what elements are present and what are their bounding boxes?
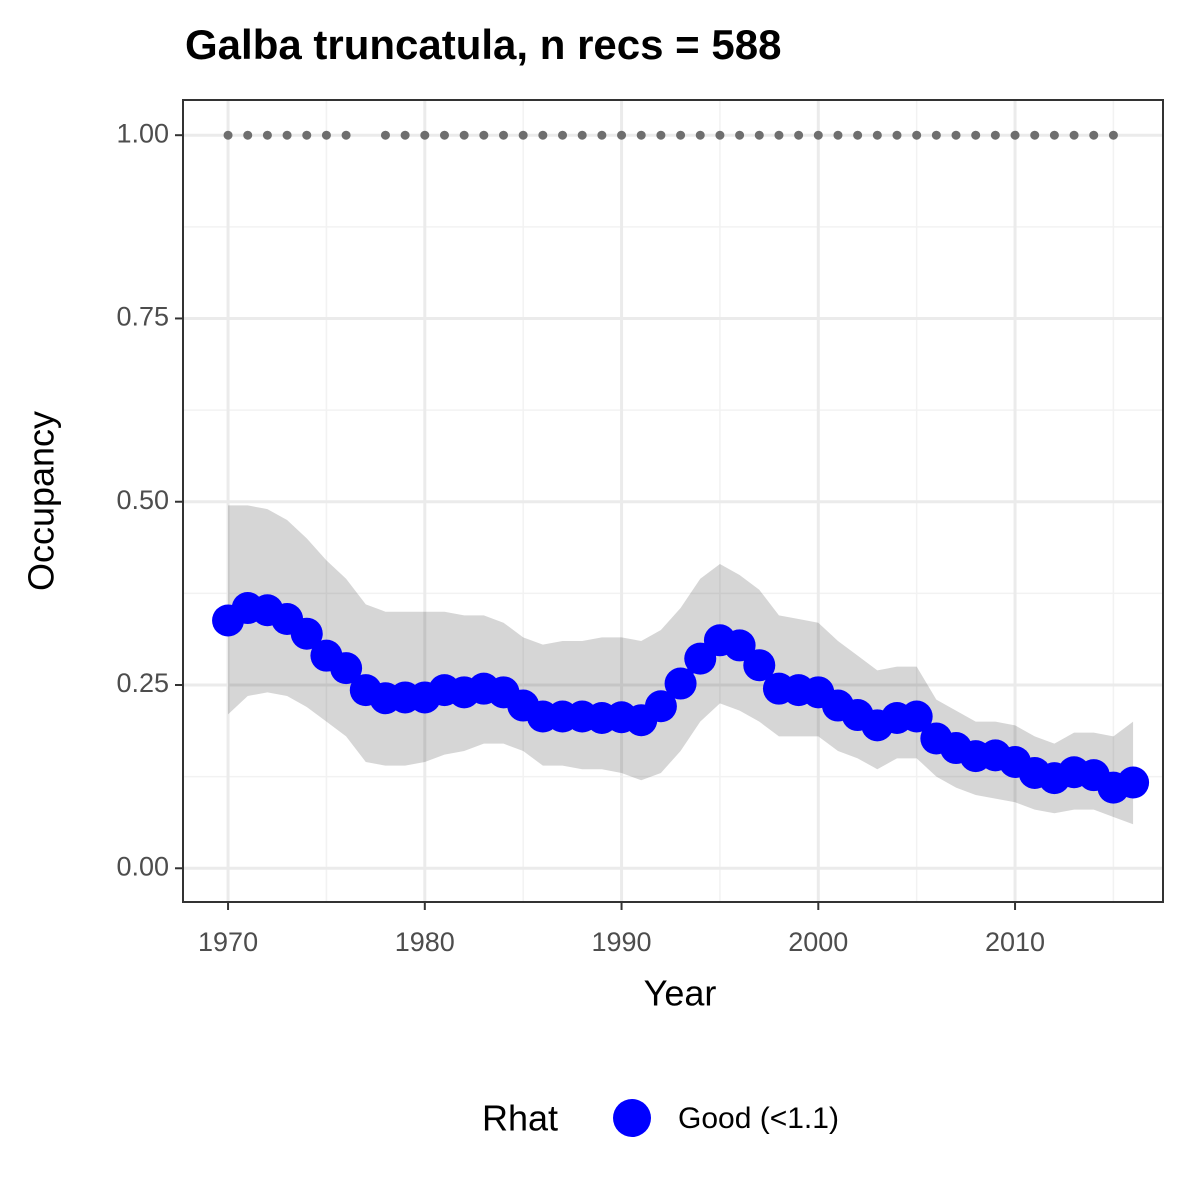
point xyxy=(1117,766,1150,799)
detection-point xyxy=(321,130,331,140)
legend-swatch xyxy=(613,1099,651,1137)
detection-point xyxy=(1069,130,1079,140)
detection-point xyxy=(479,130,489,140)
point xyxy=(664,667,697,700)
detection-point xyxy=(400,130,410,140)
detection-point xyxy=(872,130,882,140)
detection-point xyxy=(262,130,272,140)
detection-point xyxy=(912,130,922,140)
detection-point xyxy=(518,130,528,140)
y-tick-label: 0.25 xyxy=(116,668,169,698)
detection-point xyxy=(380,130,390,140)
panel-border xyxy=(182,99,1164,903)
x-tick-label: 1980 xyxy=(395,927,455,957)
point xyxy=(743,649,776,682)
detection-point xyxy=(420,130,430,140)
detection-point xyxy=(617,130,627,140)
detection-point xyxy=(695,130,705,140)
detection-point xyxy=(1108,130,1118,140)
detection-point xyxy=(853,130,863,140)
detection-point xyxy=(302,130,312,140)
detection-point xyxy=(282,130,292,140)
detection-point xyxy=(636,130,646,140)
point xyxy=(330,652,363,685)
detection-point xyxy=(951,130,961,140)
detection-point xyxy=(538,130,548,140)
point xyxy=(290,617,323,650)
detection-point xyxy=(931,130,941,140)
point xyxy=(900,700,933,733)
detection-point xyxy=(715,130,725,140)
legend-label: Good (<1.1) xyxy=(678,1102,839,1135)
chart-title: Galba truncatula, n recs = 588 xyxy=(185,21,781,68)
detection-point xyxy=(813,130,823,140)
detection-point xyxy=(499,130,509,140)
detection-point xyxy=(774,130,784,140)
y-tick-label: 0.50 xyxy=(116,485,169,515)
credible-interval xyxy=(228,505,1134,825)
detection-point xyxy=(439,130,449,140)
legend-title: Rhat xyxy=(482,1098,558,1139)
x-tick-label: 2000 xyxy=(788,927,848,957)
point xyxy=(644,690,677,723)
x-axis-title: Year xyxy=(644,973,717,1014)
detection-point xyxy=(597,130,607,140)
detection-point xyxy=(656,130,666,140)
detection-point xyxy=(1089,130,1099,140)
detection-point xyxy=(990,130,1000,140)
detection-point xyxy=(754,130,764,140)
detection-point xyxy=(243,130,253,140)
y-tick-label: 1.00 xyxy=(116,118,169,148)
detection-point xyxy=(459,130,469,140)
x-tick-label: 1970 xyxy=(198,927,258,957)
detection-point xyxy=(735,130,745,140)
x-tick-label: 1990 xyxy=(592,927,652,957)
x-tick-label: 2010 xyxy=(985,927,1045,957)
detection-point xyxy=(892,130,902,140)
y-tick-label: 0.00 xyxy=(116,851,169,881)
detection-point xyxy=(558,130,568,140)
detection-point xyxy=(833,130,843,140)
y-axis-title: Occupancy xyxy=(21,411,62,591)
detection-point xyxy=(1049,130,1059,140)
y-tick-label: 0.75 xyxy=(116,302,169,332)
point xyxy=(723,629,756,662)
detection-point xyxy=(1010,130,1020,140)
detection-point xyxy=(577,130,587,140)
detection-point xyxy=(1030,130,1040,140)
detection-point xyxy=(223,130,233,140)
detection-point xyxy=(676,130,686,140)
detection-point xyxy=(794,130,804,140)
detection-point xyxy=(971,130,981,140)
detection-point xyxy=(341,130,351,140)
